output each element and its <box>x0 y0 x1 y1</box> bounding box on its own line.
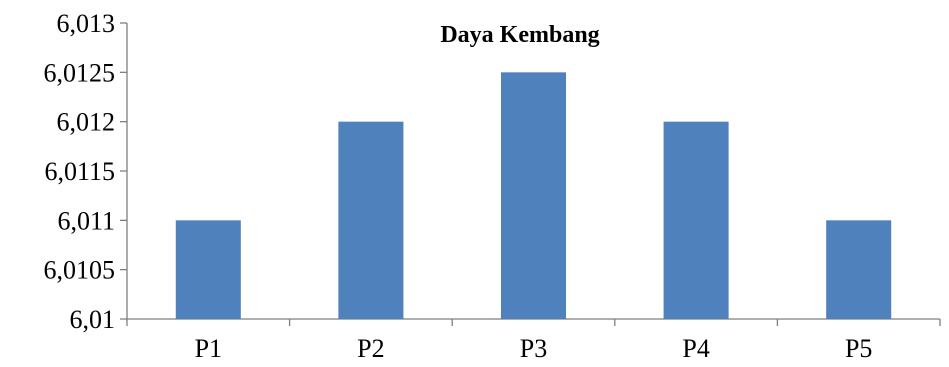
y-tick-label: 6,0115 <box>44 157 115 186</box>
bar-p1 <box>175 220 241 319</box>
y-tick-label: 6,012 <box>57 108 116 137</box>
y-axis: 6,01 6,0105 6,011 6,0115 6,012 6,0125 6,013 <box>44 9 128 334</box>
x-tick-label: P2 <box>357 334 384 363</box>
x-tick-label: P1 <box>195 334 222 363</box>
y-tick-label: 6,013 <box>57 9 116 38</box>
bar-p3 <box>500 72 567 319</box>
bar-series <box>175 72 892 320</box>
bar-p2 <box>338 121 404 320</box>
y-tick-label: 6,01 <box>70 305 116 334</box>
x-tick-label: P4 <box>682 334 709 363</box>
x-tick-label: P5 <box>845 334 872 363</box>
bar-p5 <box>826 220 892 319</box>
x-axis: P1 P2 P3 P4 P5 <box>126 318 941 363</box>
y-tick-label: 6,0125 <box>44 58 116 87</box>
bar-p4 <box>663 121 729 320</box>
x-tick-label: P3 <box>520 334 547 363</box>
chart-title: Daya Kembang <box>440 22 599 48</box>
y-tick-label: 6,0105 <box>44 256 116 285</box>
y-tick-label: 6,011 <box>57 206 115 235</box>
